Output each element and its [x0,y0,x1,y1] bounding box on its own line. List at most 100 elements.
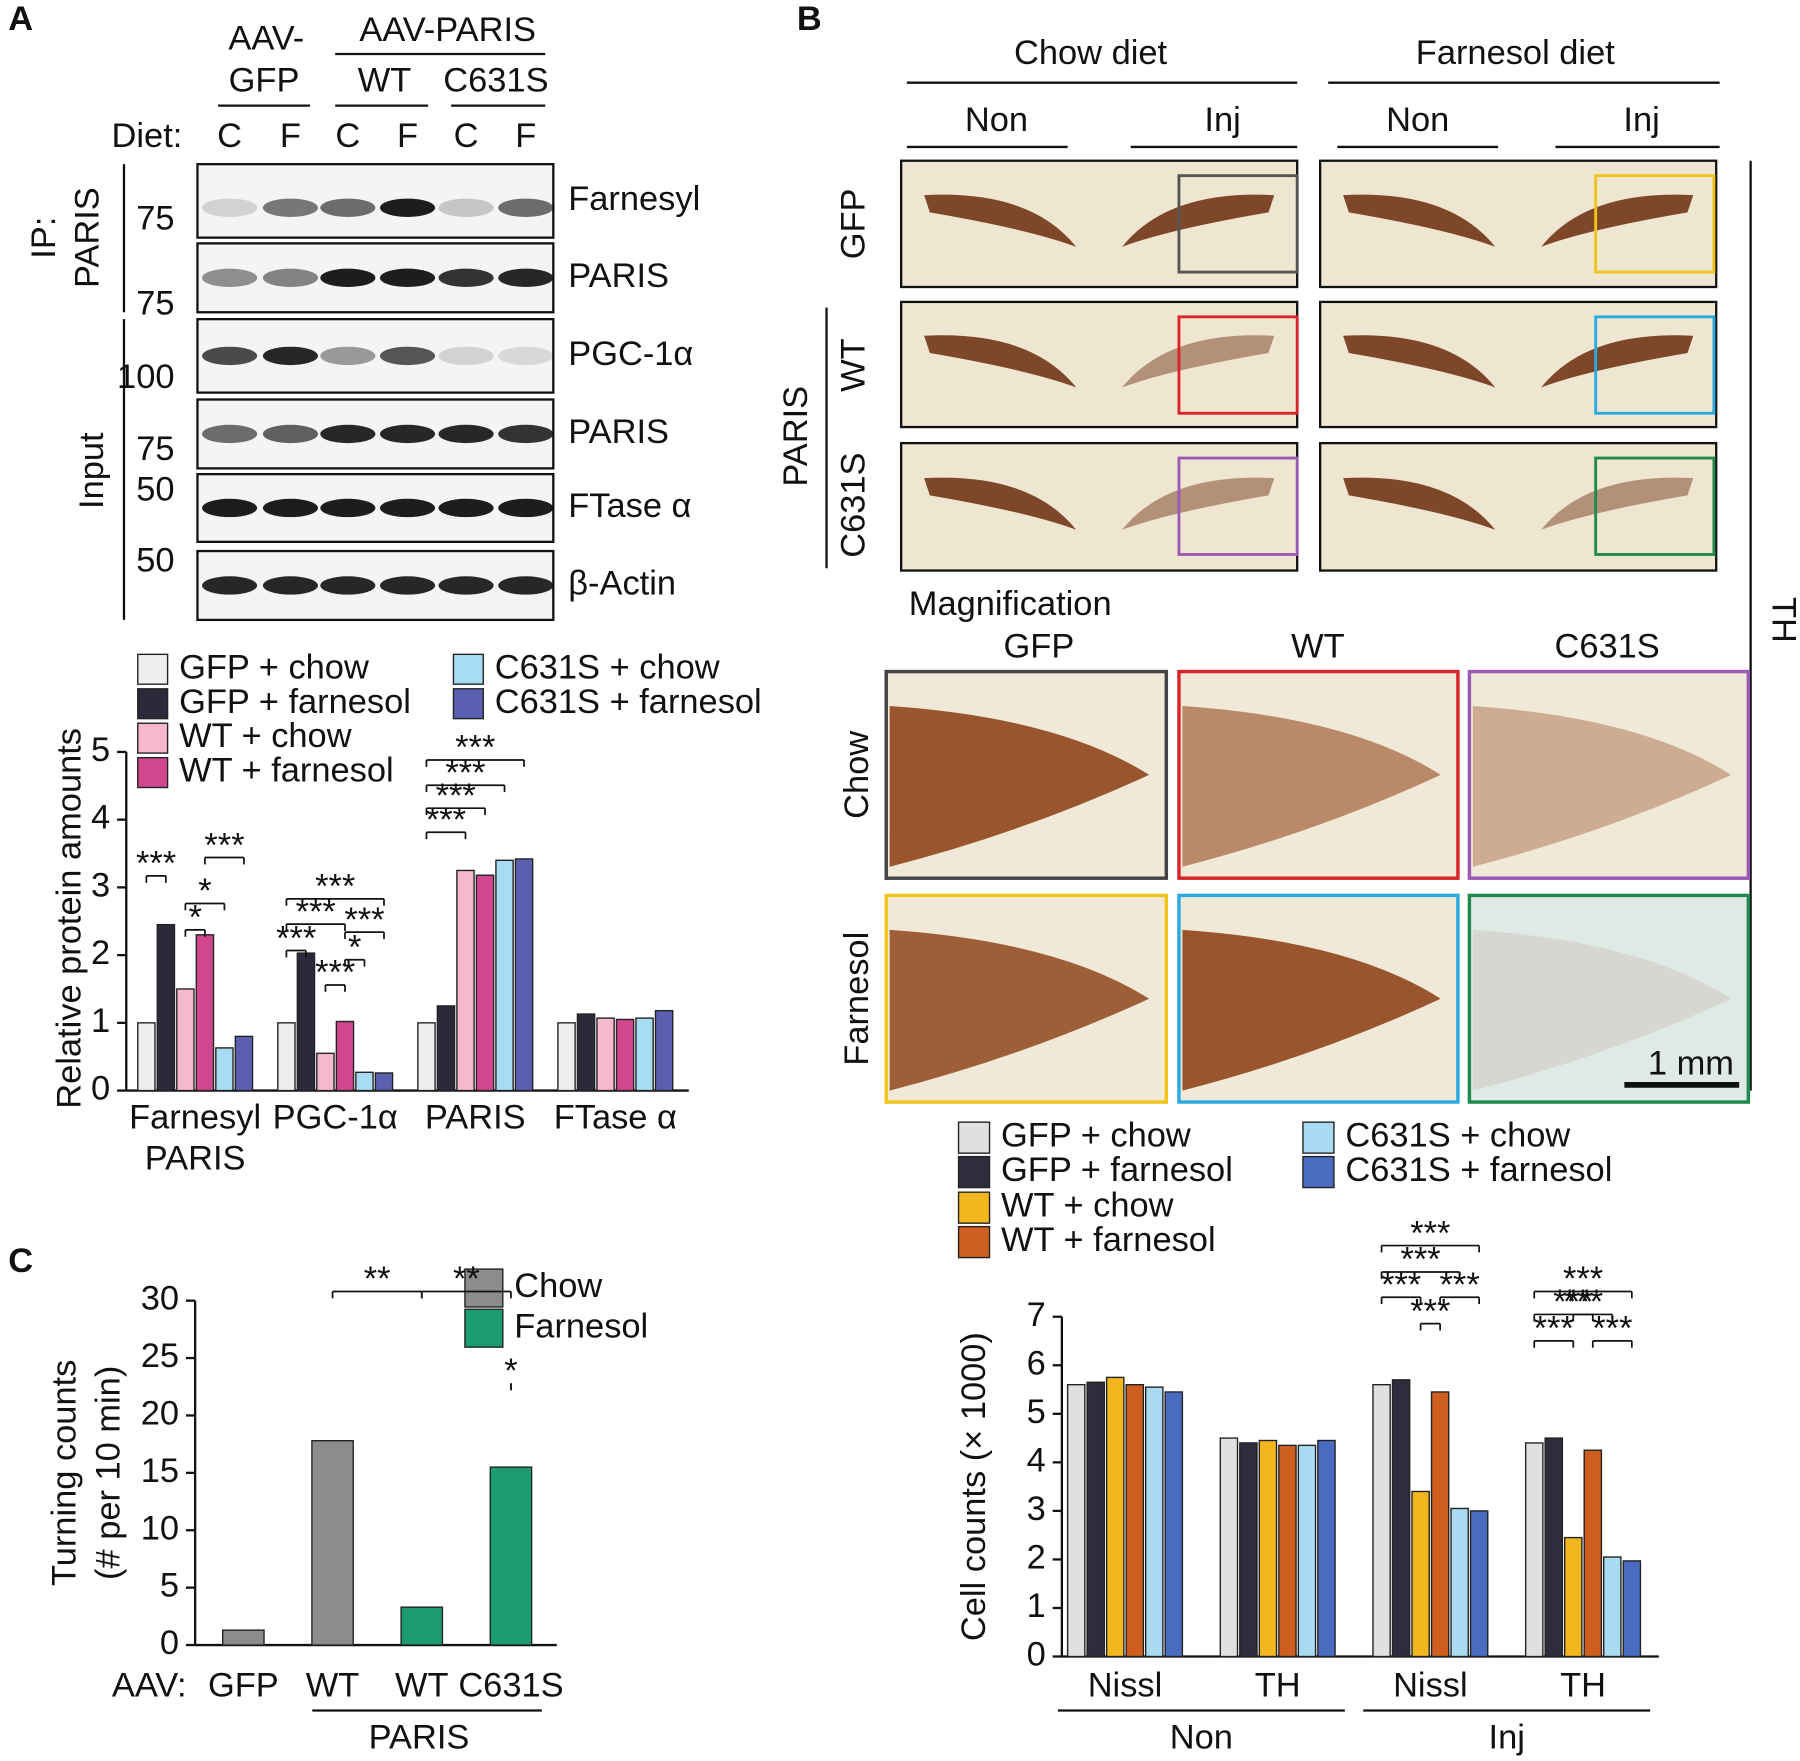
y-tick-label: 4 [1027,1441,1046,1479]
blot-header: Diet: [112,117,183,155]
blot-band [379,424,436,444]
diet-header: Farnesol diet [1416,34,1615,72]
roi-box [1594,315,1716,415]
bar [489,1466,533,1646]
y-axis-label: Cell counts (× 1000) [955,1332,993,1641]
y-tick-label: 2 [1027,1539,1046,1577]
inj-header: Inj [1623,101,1659,139]
significance-label: *** [1563,1260,1603,1298]
y-tick-label: 4 [91,799,110,837]
y-tick-label: 1 [91,1002,110,1040]
substantia-nigra [1541,194,1694,247]
blot-band [202,346,258,366]
blot-band [379,346,436,366]
bar [514,858,534,1092]
magnification-label: Magnification [909,585,1112,623]
bar [156,923,176,1092]
y-tick-label: 10 [141,1509,179,1547]
significance-label: * [198,872,211,910]
bar [635,1017,654,1092]
stained-region [889,929,1150,1091]
y-tick-label: 0 [1027,1636,1046,1674]
mw-marker: 100 [117,358,174,396]
significance-label: *** [344,901,384,939]
legend-swatch [452,653,484,685]
bar [456,869,475,1092]
blot-band [320,498,376,518]
blot-band [320,346,376,366]
y-tick-label: 2 [91,934,110,972]
roi-box [1177,174,1299,274]
bar [222,1629,265,1646]
x-tick-label: PGC-1α [273,1098,398,1136]
y-tick-label: 5 [91,731,110,769]
stained-region [1472,929,1732,1091]
blot-band [202,198,258,217]
significance-label: *** [1410,1214,1450,1252]
significance-label: *** [276,919,316,957]
legend-swatch [464,1308,504,1348]
bar [1603,1556,1622,1658]
ip-label: IP: [25,217,63,259]
group-label: Non [1170,1718,1233,1756]
blot-band [498,346,554,366]
blot-band [438,576,494,595]
y-axis-label: Turning counts [46,1360,84,1586]
stained-region [1472,706,1732,867]
blot-band [202,576,258,595]
significance-label: *** [426,801,466,839]
blot-band [320,424,376,444]
section-image [900,159,1299,289]
magnified-image [1467,893,1751,1104]
blot-row-label: Farnesyl [568,180,700,218]
legend-swatch [957,1155,991,1189]
bar [277,1022,296,1092]
bar [1622,1560,1642,1658]
section-image [900,300,1299,429]
blot-band [202,498,258,518]
blot-frame [196,163,555,239]
blot-band [379,576,436,595]
blot-band [438,268,494,288]
roi-box [1594,456,1716,556]
panel-letter: B [797,0,822,38]
bar [1164,1391,1184,1658]
blot-band [262,576,318,595]
section-image [900,441,1299,572]
blot-row-label: PARIS [568,257,669,295]
blot-band [379,268,436,288]
legend-label: GFP + chow [179,648,369,686]
legend-swatch [1302,1155,1335,1189]
bar [335,1020,355,1092]
blot-band [262,198,318,217]
y-tick-label: 5 [160,1567,179,1605]
legend-label: GFP + farnesol [1001,1151,1233,1189]
blot-band [379,498,436,518]
legend-label: GFP + chow [1001,1117,1191,1155]
bar [296,952,316,1092]
lane-label: C [335,117,360,155]
legend-swatch [957,1121,991,1154]
bar [374,1072,394,1092]
blot-band [498,576,554,595]
significance-label: *** [1592,1310,1632,1348]
bar [654,1009,674,1092]
y-tick-label: 15 [141,1452,179,1490]
bar [615,1018,635,1092]
magnified-image [1467,669,1751,880]
bar [557,1022,576,1092]
legend-label: GFP + farnesol [179,683,411,721]
bar [137,1022,156,1092]
substantia-nigra [924,194,1077,247]
significance-label: *** [436,777,476,815]
blot-band [438,498,494,518]
x-tick-label: TH [1560,1667,1606,1705]
significance-label: *** [136,845,176,883]
group-label: PARIS [369,1718,470,1756]
legend-swatch [464,1268,504,1308]
blot-row-label: β-Actin [568,565,676,603]
lane-label: F [280,117,301,155]
blot-band [498,268,554,288]
bar [475,874,495,1092]
legend-label: C631S + chow [1345,1117,1570,1155]
